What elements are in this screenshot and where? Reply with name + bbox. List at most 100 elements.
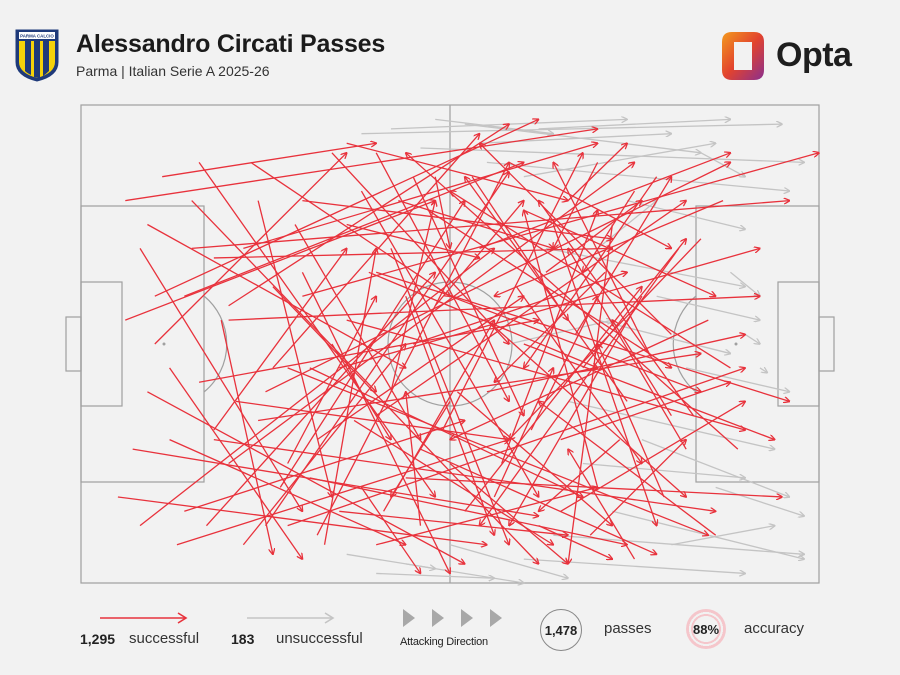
successful-pass-arrow (515, 286, 641, 464)
successful-pass-arrow (456, 391, 612, 526)
successful-pass-arrow (272, 286, 539, 564)
successful-pass-arrow (568, 449, 636, 560)
successful-pass-arrow (309, 477, 627, 545)
successful-pass-arrow (198, 161, 435, 497)
successful-pass-arrow (316, 162, 509, 536)
successful-pass-arrow (553, 162, 650, 354)
successful-pass-arrow (228, 124, 509, 307)
successful-pass-arrow (243, 143, 597, 250)
unsuccessful-pass-arrow (744, 333, 760, 344)
left-penalty-spot (162, 342, 166, 346)
unsuccessful-pass-arrow (435, 118, 553, 133)
successful-pass-arrow (198, 320, 538, 383)
right-penalty-area (695, 205, 820, 483)
successful-pass-arrow (612, 320, 672, 417)
successful-pass-arrow (405, 295, 495, 535)
unsuccessful-pass-arrow (523, 143, 716, 178)
successful-pass-arrow (220, 319, 273, 554)
successful-pass-arrow (406, 392, 422, 526)
successful-pass-arrow (568, 248, 687, 450)
successful-pass-arrow (376, 271, 789, 401)
center-circle (387, 281, 513, 407)
attacking-direction-label: Attacking Direction (400, 636, 488, 648)
successful-pass-arrow (272, 134, 480, 369)
pitch-markings (65, 104, 835, 584)
successful-pass-arrow (331, 152, 509, 344)
legend-successful-count: 1,295 (80, 631, 116, 647)
successful-pass-arrow (205, 272, 435, 527)
crest-text: PARMA CALCIO (20, 34, 54, 39)
successful-pass-arrow (287, 368, 746, 527)
successful-pass-arrow (509, 295, 643, 525)
successful-pass-arrow (434, 176, 450, 249)
successful-pass-arrow (589, 440, 686, 536)
successful-pass-arrow (368, 271, 598, 368)
successful-pass-arrow (169, 367, 303, 559)
successful-pass-arrow (523, 209, 716, 296)
parma-crest-logo: PARMA CALCIO (15, 29, 59, 82)
unsuccessful-pass-arrow (671, 526, 774, 546)
unsuccessful-pass-arrow (641, 438, 790, 497)
attacking-direction-icon (403, 609, 502, 627)
unsuccessful-pass-arrow (686, 367, 789, 392)
successful-pass-arrow (567, 143, 627, 202)
successful-pass-arrow (583, 190, 636, 272)
opta-logo-icon (722, 32, 764, 80)
successful-pass-arrow (213, 248, 347, 431)
successful-pass-arrow (390, 201, 435, 392)
successful-pass-arrow (132, 448, 539, 516)
successful-pass-arrow (154, 153, 347, 345)
successful-pass-arrow (346, 142, 568, 200)
right-penalty-spot (734, 342, 738, 346)
successful-pass-arrow (598, 344, 665, 498)
successful-pass-arrow (309, 367, 583, 497)
passes-label: passes (604, 620, 652, 637)
successful-pass-arrow (530, 296, 597, 431)
successful-pass-arrow (434, 201, 524, 307)
successful-pass-arrow (360, 487, 420, 573)
successful-pass-arrow (250, 161, 450, 296)
unsuccessful-pass-arrow (597, 319, 731, 353)
legend-unsuccessful-label: unsuccessful (276, 630, 363, 647)
successful-pass-arrow (242, 344, 405, 546)
successful-pass-arrow (184, 162, 523, 297)
successful-pass-arrow (501, 210, 598, 464)
unsuccessful-pass-arrow (346, 553, 436, 568)
unsuccessful-pass-arrow (508, 320, 612, 345)
successful-pass-arrow (523, 343, 775, 440)
unsuccessful-pass-arrow (700, 152, 745, 177)
legend-unsuccessful-count: 183 (231, 631, 255, 647)
successful-pass-arrow (346, 319, 746, 430)
unsuccessful-pass-arrow (730, 271, 760, 296)
successful-pass-arrow (191, 201, 790, 250)
successful-pass-arrow (406, 153, 739, 450)
successful-pass-arrow (360, 190, 538, 497)
successful-pass-arrow (228, 296, 760, 321)
opta-brand-text: Opta (776, 36, 852, 74)
successful-pass-arrow (331, 343, 391, 440)
successful-pass-arrow (213, 438, 716, 512)
successful-pass-arrow (494, 271, 606, 382)
left-six-yard-box (80, 281, 123, 407)
successful-pass-arrow (465, 177, 628, 402)
successful-pass-arrow (162, 143, 376, 178)
successful-pass-arrow (301, 272, 450, 573)
successful-pass-arrow (539, 401, 717, 536)
successful-pass-arrow (493, 368, 553, 498)
unsuccessful-pass-arrow (361, 124, 782, 135)
successful-pass-arrow (449, 295, 701, 392)
successful-pass-arrow (125, 129, 597, 202)
successful-pass-arrow (574, 177, 671, 335)
unsuccessful-pass-arrow (449, 544, 568, 578)
successful-pass-arrow (258, 354, 701, 422)
successful-pass-arrow (486, 319, 686, 497)
right-penalty-arc (672, 295, 697, 393)
successful-pass-arrow (449, 463, 568, 564)
right-goal (818, 316, 835, 372)
successful-pass-arrow (391, 401, 451, 497)
successful-pass-arrow (176, 440, 509, 546)
left-penalty-area (80, 205, 205, 483)
successful-pass-arrow (568, 224, 614, 564)
left-goal (65, 316, 82, 372)
